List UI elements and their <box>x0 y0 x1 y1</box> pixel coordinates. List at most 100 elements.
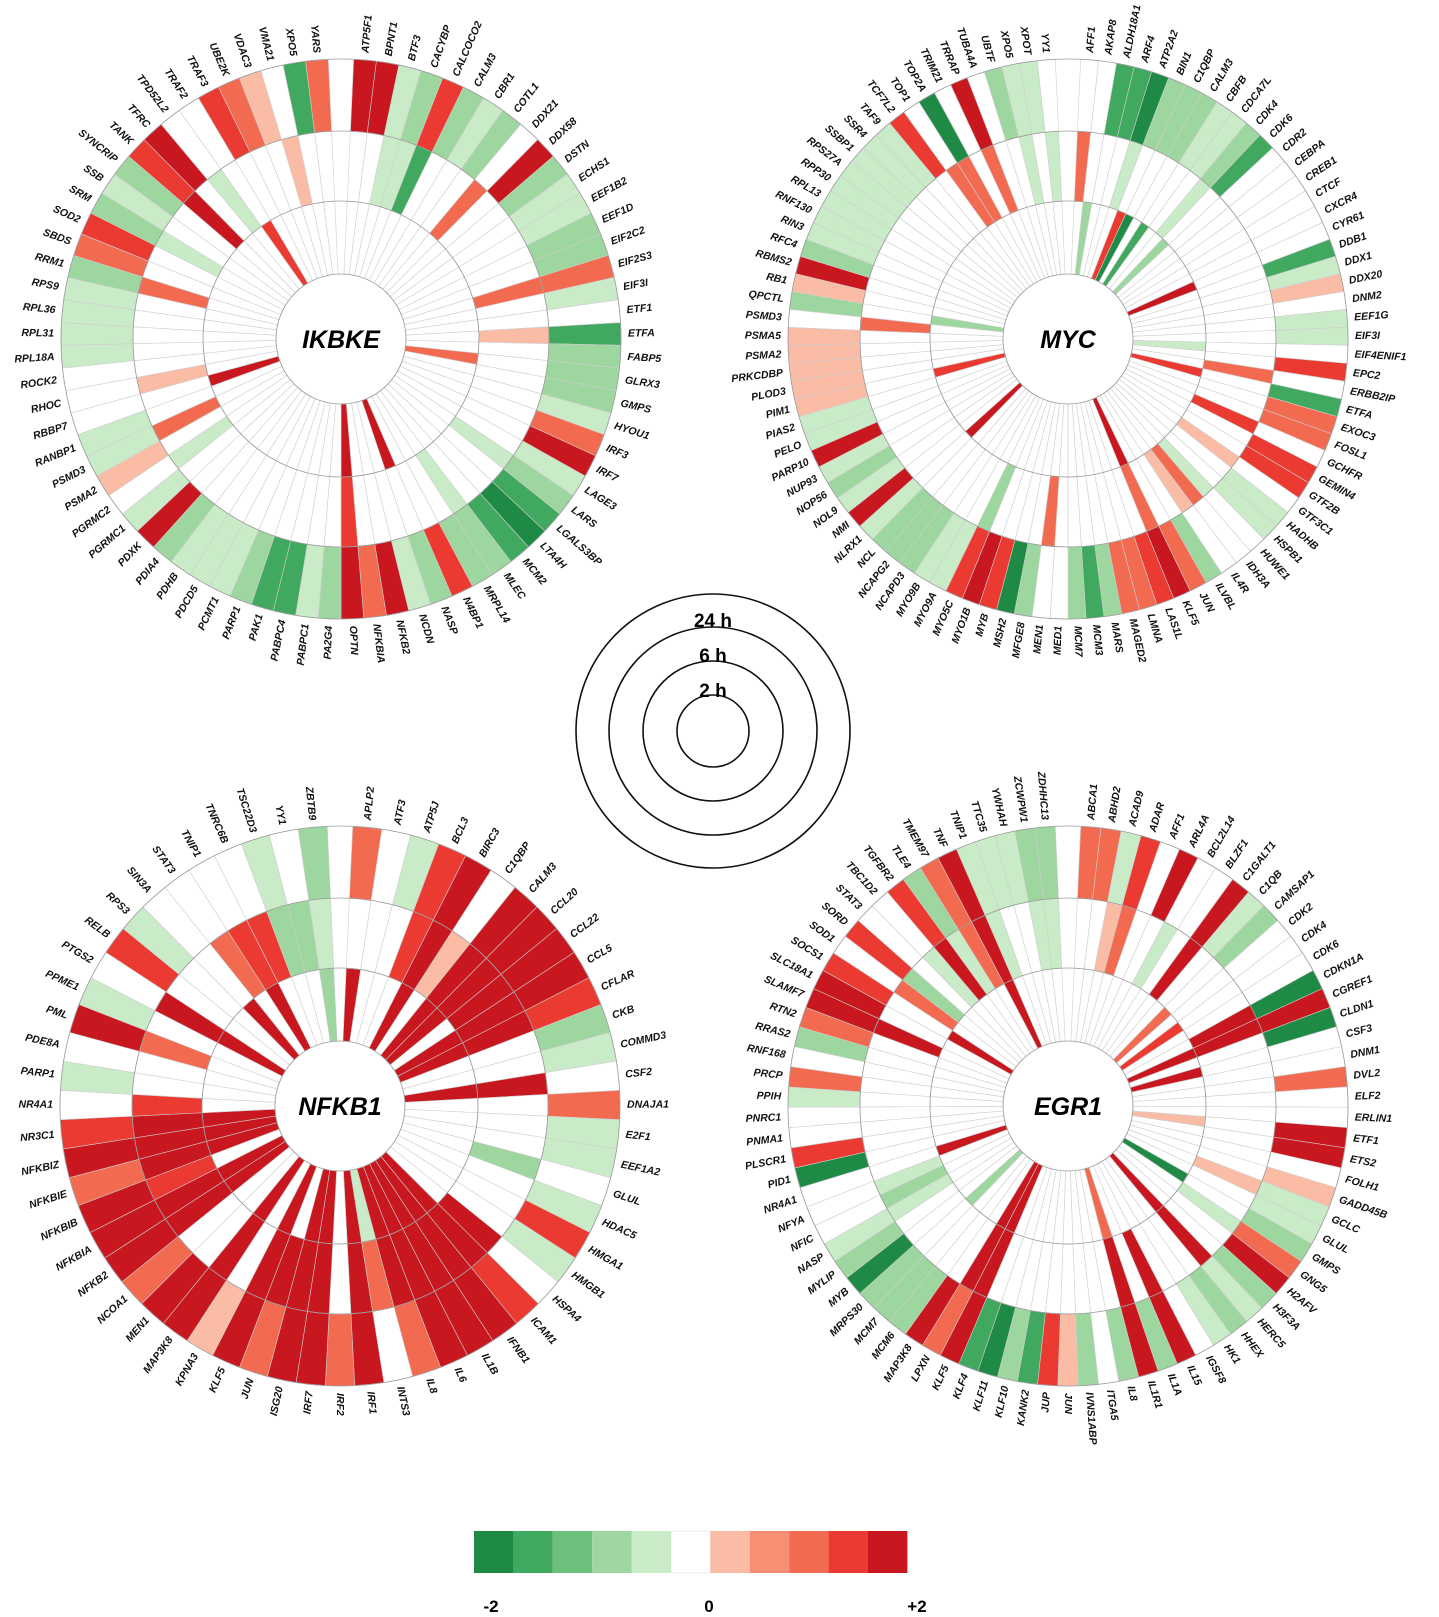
gene-label-tnip1: TNIP1 <box>178 828 203 860</box>
gene-label-xpo5: XPO5 <box>283 26 300 57</box>
gene-label-dnm1: DNM1 <box>1349 1044 1381 1061</box>
hub-gene-label: IKBKE <box>302 326 381 354</box>
gene-label-bin1: BIN1 <box>1174 50 1194 77</box>
gene-label-eif3i: EIF3I <box>1355 330 1381 342</box>
gene-label-aldh18a1: ALDH18A1 <box>1121 4 1144 61</box>
gene-label-yy1: YY1 <box>273 804 289 826</box>
gene-label-yy1: YY1 <box>1038 33 1052 54</box>
gene-label-dnm2: DNM2 <box>1351 289 1382 305</box>
gene-label-ube2k: UBE2K <box>207 41 233 80</box>
gene-label-etf1: ETF1 <box>1352 1132 1379 1147</box>
gene-label-tnf: TNF <box>930 826 950 850</box>
gene-label-glul: GLUL <box>1320 1233 1351 1257</box>
gene-label-pabpc1: PABPC1 <box>295 623 312 666</box>
gene-label-il4r: IL4R <box>1228 570 1251 596</box>
gene-label-cacybp: CACYBP <box>428 23 454 70</box>
gene-label-hk1: HK1 <box>1221 1342 1243 1366</box>
gene-label-jup: JUP <box>1039 1391 1053 1413</box>
gene-label-sbds: SBDS <box>41 227 73 248</box>
gene-label-traf2: TRAF2 <box>162 66 191 101</box>
gene-label-nfkb2: NFKB2 <box>393 619 412 656</box>
gene-label-nasp: NASP <box>795 1250 827 1276</box>
gene-label-il8: IL8 <box>423 1377 439 1395</box>
gene-label-adar: ADAR <box>1147 801 1168 835</box>
heatmap-cell-jun-24h <box>1057 1313 1079 1387</box>
gene-label-traf3: TRAF3 <box>184 53 211 89</box>
ring-boundary-2 <box>131 897 549 1315</box>
heatmap-cell-irf2-24h <box>324 1313 356 1387</box>
color-scale-swatch-5 <box>670 1530 711 1574</box>
gene-label-mcm6: MCM6 <box>869 1330 897 1362</box>
ring-key-label-2h: 2 h <box>699 681 726 702</box>
gene-label-xpot: XPOT <box>1017 25 1033 58</box>
color-scale-swatch-10 <box>868 1531 908 1573</box>
gene-label-sord: SORD <box>819 900 850 929</box>
gene-label-il6: IL6 <box>452 1366 469 1385</box>
gene-label-mars: MARS <box>1108 621 1125 653</box>
gene-label-jun: JUN <box>239 1377 257 1401</box>
gene-label-ddx21: DDX21 <box>529 97 561 130</box>
gene-label-rnf168: RNF168 <box>746 1042 787 1061</box>
gene-label-cbr1: CBR1 <box>492 71 518 102</box>
ikbke-circular-heatmap: ATP5F1 BPNT1 BTF3 CACYBPCALCOCO2CALM3CBR1CO… <box>14 14 662 666</box>
gene-label-klf5: KLF5 <box>1180 599 1202 628</box>
gene-label-igsf8: IGSF8 <box>1203 1353 1228 1385</box>
gene-label-rrm1: RRM1 <box>34 251 66 270</box>
gene-label-aff1: AFF1 <box>1166 812 1187 842</box>
gene-label-jun: JUN <box>1062 1393 1074 1414</box>
gene-label-cflar: CFLAR <box>599 968 637 994</box>
ring-boundary-0 <box>275 273 407 405</box>
gene-label-parp1: PARP1 <box>20 1065 55 1081</box>
gene-label-rps3: RPS3 <box>104 890 132 917</box>
ring-key-label-24h: 24 h <box>694 611 732 632</box>
gene-label-hyou1: HYOU1 <box>613 420 651 442</box>
gene-label-prcp: PRCP <box>753 1067 784 1082</box>
gene-label-myb: MYB <box>826 1285 852 1309</box>
gene-label-relb: RELB <box>82 914 112 941</box>
ring-boundary-3 <box>60 58 622 620</box>
gene-label-med1: MED1 <box>1052 626 1065 656</box>
gene-label-mlec: MLEC <box>501 570 528 602</box>
heatmap-cell-nr4a1-24h <box>59 1090 133 1121</box>
gene-label-fabp5: FABP5 <box>627 351 662 365</box>
gene-label-eef1a2: EEF1A2 <box>620 1159 661 1179</box>
gene-label-psma5: PSMA5 <box>745 330 781 342</box>
gene-label-itga5: ITGA5 <box>1104 1389 1120 1421</box>
gene-label-cdk6: CDK6 <box>1311 938 1342 963</box>
nfkb1-circular-heatmap: APLP2 ATF3 ATP5J BCL3 BIRC3 C1QBPCALM3CCL20CC… <box>19 785 670 1417</box>
gene-label-irf1: IRF1 <box>364 1391 378 1415</box>
ring-boundary-2 <box>859 897 1277 1315</box>
gene-label-glrx3: GLRX3 <box>624 374 661 391</box>
gene-label-hspa4: HSPA4 <box>550 1293 584 1325</box>
gene-label-lars: LARS <box>569 504 599 531</box>
gene-label-pabpc4: PABPC4 <box>268 619 288 663</box>
ring-key-center-circle <box>676 694 750 768</box>
gene-label-optn: OPTN <box>347 626 360 656</box>
ring-key-middle-circle <box>608 626 818 836</box>
gene-label-psmd3: PSMD3 <box>745 309 782 324</box>
gene-label-irf7: IRF7 <box>594 464 621 486</box>
gene-label-prkcdbp: PRKCDBP <box>731 367 785 385</box>
ring-key-outer-circle <box>575 593 851 869</box>
gene-label-klf5: KLF5 <box>207 1365 229 1394</box>
gene-label-ddx20: DDX20 <box>1348 268 1384 287</box>
gene-label-jun: JUN <box>1196 590 1217 615</box>
gene-label-klf10: KLF10 <box>993 1385 1012 1419</box>
gene-label-srm: SRM <box>67 183 93 205</box>
ring-boundary-2 <box>859 130 1277 548</box>
gene-label-ssb: SSB <box>81 163 106 185</box>
gene-label-mfge8: MFGE8 <box>1010 621 1028 659</box>
gene-label-ptgs2: PTGS2 <box>59 939 95 967</box>
gene-label-nr4a1: NR4A1 <box>762 1194 799 1217</box>
gene-label-pnma1: PNMA1 <box>746 1132 784 1148</box>
gene-label-cdk4: CDK4 <box>1299 919 1329 945</box>
gene-label-lage3: LAGE3 <box>582 484 618 513</box>
gene-label-ubtf: UBTF <box>978 34 997 65</box>
gene-label-pelo: PELO <box>772 439 803 461</box>
gene-label-msh2: MSH2 <box>991 617 1009 648</box>
gene-label-pias2: PIAS2 <box>764 421 797 442</box>
gene-label-nr4a1: NR4A1 <box>19 1099 54 1111</box>
ring-boundary-2 <box>132 130 550 548</box>
gene-label-ddb1: DDB1 <box>1337 230 1368 251</box>
ring-boundary-3 <box>787 58 1349 620</box>
